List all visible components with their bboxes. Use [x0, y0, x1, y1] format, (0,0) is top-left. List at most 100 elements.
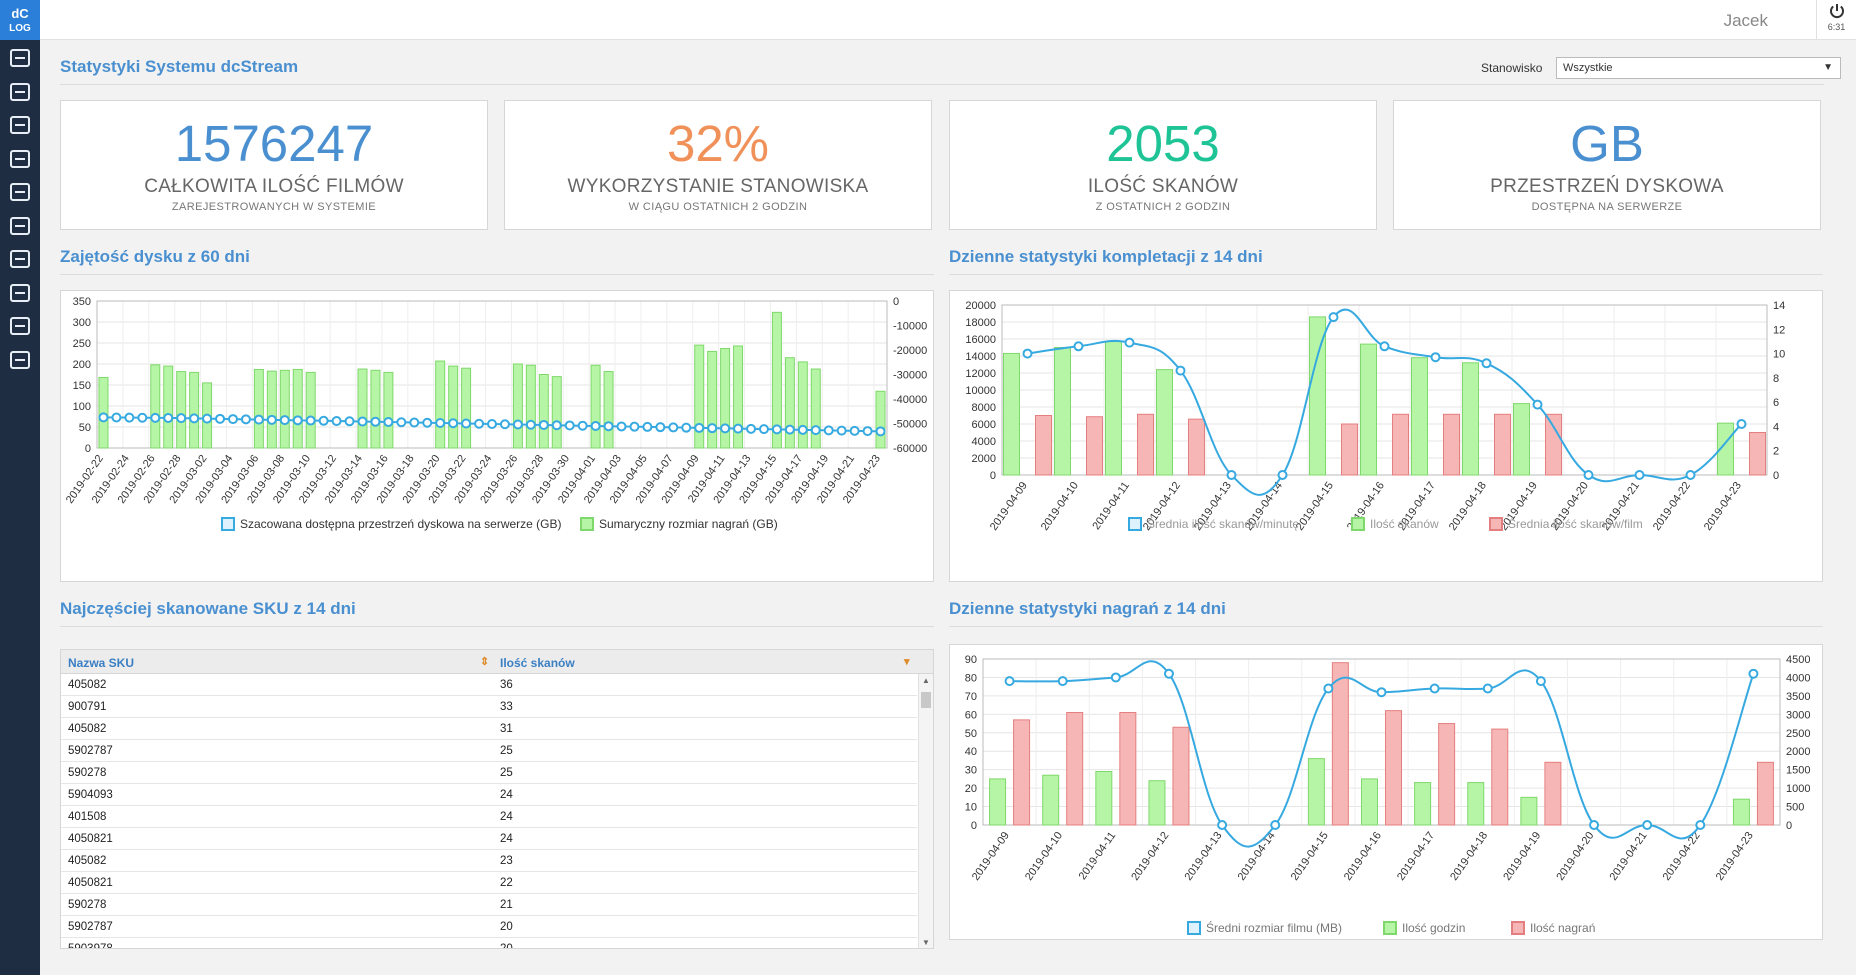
bar[interactable]	[1156, 369, 1173, 476]
legend-label[interactable]: Średnia ilość skanów/film	[1508, 516, 1643, 531]
bar[interactable]	[1003, 352, 1020, 476]
bar[interactable]	[1307, 758, 1325, 826]
line-point[interactable]	[1736, 419, 1747, 429]
bar[interactable]	[1086, 416, 1103, 476]
line-point[interactable]	[1685, 470, 1696, 480]
bar[interactable]	[1749, 432, 1766, 476]
line-point[interactable]	[409, 417, 420, 428]
table-row[interactable]: 5902787 25	[61, 740, 917, 762]
bar[interactable]	[1361, 778, 1378, 826]
line-point[interactable]	[1429, 683, 1440, 694]
bar[interactable]	[1756, 761, 1774, 826]
bar[interactable]	[1360, 343, 1377, 476]
line-point[interactable]	[124, 412, 135, 423]
bar[interactable]	[1042, 774, 1060, 826]
users-settings-icon[interactable]	[7, 246, 33, 272]
log-document-icon[interactable]	[7, 347, 33, 373]
line-point[interactable]	[694, 422, 705, 433]
bar[interactable]	[1520, 796, 1538, 826]
line-point[interactable]	[383, 417, 394, 428]
legend-swatch[interactable]	[1351, 517, 1365, 531]
line-point[interactable]	[1634, 470, 1645, 480]
scroll-down-icon[interactable]: ▼	[922, 938, 930, 947]
bar[interactable]	[1491, 728, 1509, 826]
line-point[interactable]	[1328, 312, 1339, 323]
monitor-chart-icon[interactable]	[7, 213, 33, 239]
bar[interactable]	[461, 367, 472, 449]
line-point[interactable]	[512, 419, 523, 430]
line-point[interactable]	[137, 412, 148, 423]
laptop-icon[interactable]	[7, 79, 33, 105]
legend-swatch[interactable]	[221, 517, 235, 531]
line-point[interactable]	[784, 424, 795, 435]
line-point[interactable]	[771, 424, 782, 435]
line-point[interactable]	[590, 420, 601, 431]
barcode-scanner-icon[interactable]	[7, 112, 33, 138]
table-row[interactable]: 405082 23	[61, 850, 917, 872]
line-point[interactable]	[318, 415, 329, 426]
line-point[interactable]	[681, 422, 692, 433]
legend-label[interactable]: Sumaryczny rozmiar nagrań (GB)	[599, 517, 778, 531]
bar[interactable]	[1411, 357, 1428, 476]
bar[interactable]	[1438, 723, 1456, 826]
legend-label[interactable]: Średnia ilość skanów/minutę	[1147, 516, 1299, 531]
bar[interactable]	[1035, 415, 1052, 476]
line-point[interactable]	[1277, 470, 1288, 480]
bar[interactable]	[1467, 782, 1485, 826]
table-scrollbar[interactable]: ▲ ▼	[918, 674, 933, 948]
line-point[interactable]	[823, 425, 834, 436]
line-point[interactable]	[1226, 470, 1237, 480]
line-point[interactable]	[98, 412, 109, 423]
table-row[interactable]: 5903978 20	[61, 938, 917, 948]
bar[interactable]	[1545, 413, 1562, 476]
line-point[interactable]	[499, 419, 510, 430]
bar[interactable]	[1148, 780, 1166, 826]
line-point[interactable]	[551, 420, 562, 431]
line-point[interactable]	[1163, 668, 1174, 679]
bar[interactable]	[1013, 719, 1031, 826]
film-icon[interactable]	[7, 45, 33, 71]
line-point[interactable]	[564, 420, 575, 431]
line-point[interactable]	[1124, 337, 1135, 348]
line-point[interactable]	[474, 418, 485, 429]
bar[interactable]	[1513, 403, 1530, 476]
table-row[interactable]: 401508 24	[61, 806, 917, 828]
bar[interactable]	[771, 311, 782, 449]
legend-swatch[interactable]	[1128, 517, 1142, 531]
camera-icon[interactable]	[7, 146, 33, 172]
line-point[interactable]	[357, 416, 368, 427]
bar[interactable]	[370, 369, 381, 449]
line-point[interactable]	[1583, 470, 1594, 480]
bar[interactable]	[694, 344, 705, 449]
legend-label[interactable]: Ilość skanów	[1370, 517, 1439, 531]
line-point[interactable]	[1175, 365, 1186, 376]
bar[interactable]	[810, 368, 821, 449]
table-row[interactable]: 590278 21	[61, 894, 917, 916]
line-point[interactable]	[1695, 820, 1706, 830]
table-row[interactable]: 5904093 24	[61, 784, 917, 806]
bar[interactable]	[551, 376, 562, 449]
line-point[interactable]	[215, 413, 226, 424]
bar[interactable]	[1066, 711, 1084, 826]
bar[interactable]	[1137, 413, 1154, 476]
line-point[interactable]	[150, 412, 161, 423]
bar[interactable]	[448, 365, 459, 449]
bar[interactable]	[176, 371, 187, 449]
bar[interactable]	[784, 357, 795, 449]
bar[interactable]	[1188, 418, 1205, 476]
line-point[interactable]	[422, 417, 433, 428]
logout-button[interactable]: 6:31	[1816, 0, 1856, 40]
line-point[interactable]	[1589, 820, 1600, 830]
line-point[interactable]	[370, 416, 381, 427]
line-point[interactable]	[758, 424, 769, 435]
line-point[interactable]	[797, 424, 808, 435]
line-point[interactable]	[396, 417, 407, 428]
line-point[interactable]	[487, 418, 497, 429]
bar[interactable]	[512, 363, 523, 449]
table-row[interactable]: 5902787 20	[61, 916, 917, 938]
line-point[interactable]	[655, 422, 666, 433]
line-point[interactable]	[253, 414, 264, 425]
line-point[interactable]	[642, 421, 653, 432]
station-select[interactable]: Wszystkie ▼	[1556, 57, 1841, 79]
line-point[interactable]	[111, 412, 122, 423]
